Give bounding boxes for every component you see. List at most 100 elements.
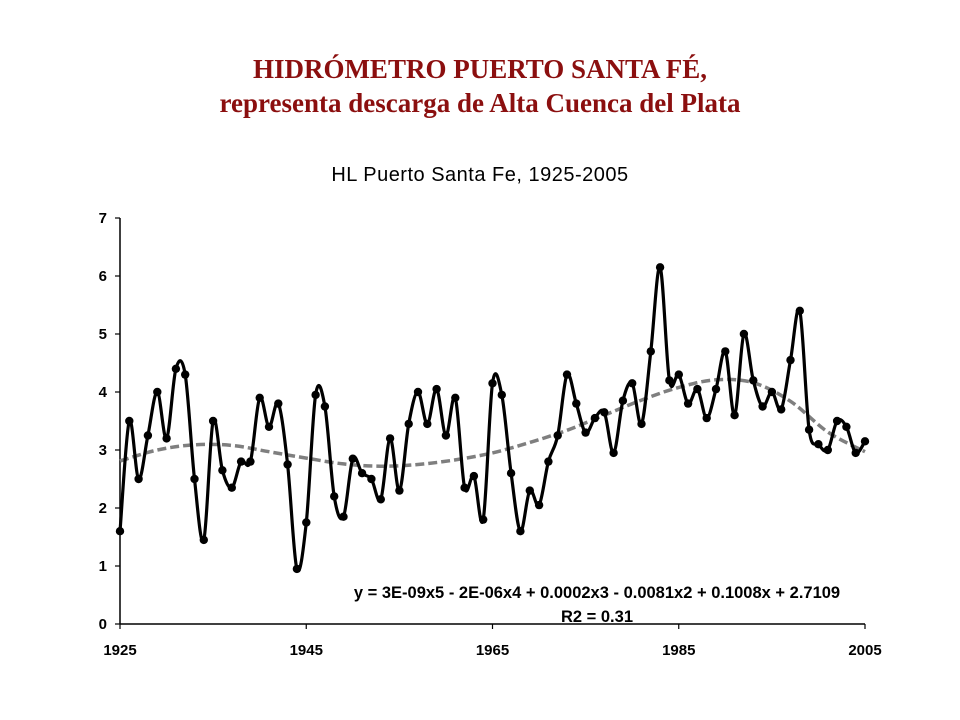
data-point [320, 402, 330, 411]
x-tick-label: 1985 [662, 642, 695, 659]
x-tick-label: 1965 [476, 642, 509, 659]
data-point [795, 306, 804, 315]
data-point [693, 384, 702, 394]
data-point [143, 431, 153, 440]
data-point [255, 393, 264, 402]
data-point [572, 399, 581, 408]
y-tick-label: 1 [99, 558, 107, 575]
data-point [199, 535, 208, 545]
data-point [525, 486, 534, 495]
data-point [628, 379, 637, 388]
y-tick-label: 0 [99, 616, 107, 633]
data-point [162, 434, 171, 443]
data-point [506, 469, 516, 478]
data-point [655, 263, 665, 272]
data-point [348, 454, 357, 463]
data-point [339, 512, 348, 521]
data-point [479, 515, 488, 524]
x-tick-label: 2005 [848, 642, 881, 659]
data-point [432, 384, 441, 394]
data-point [451, 393, 460, 402]
data-point [786, 355, 795, 365]
data-point [814, 440, 823, 449]
data-point [600, 408, 609, 417]
y-tick-label: 4 [99, 384, 108, 401]
data-point [153, 387, 162, 397]
data-point [376, 495, 385, 504]
data-point [665, 376, 674, 385]
data-point [218, 466, 227, 475]
chart-axes: 0 1 2 3 4 5 6 7 1925 1945 1965 1985 2005 [99, 210, 882, 659]
data-point [721, 347, 730, 356]
data-point [385, 434, 395, 443]
y-tick-label: 7 [99, 210, 107, 227]
data-point [423, 419, 432, 429]
data-point [330, 492, 339, 501]
data-point [562, 370, 572, 379]
data-point [702, 413, 711, 423]
slide-title: HIDRÓMETRO PUERTO SANTA FÉ, representa d… [0, 52, 960, 120]
data-point [404, 419, 413, 429]
data-point [683, 399, 693, 408]
data-point [804, 425, 814, 434]
x-tick-label: 1925 [103, 642, 136, 659]
slide-title-line2: representa descarga de Alta Cuenca del P… [219, 88, 741, 118]
data-point [730, 411, 739, 420]
data-point [832, 416, 842, 426]
data-point [292, 564, 302, 574]
data-point [274, 399, 283, 408]
data-point [441, 431, 451, 440]
data-point [637, 419, 646, 429]
data-point [544, 457, 553, 466]
data-point [208, 416, 218, 426]
data-point [758, 402, 767, 411]
data-point [618, 396, 628, 405]
data-point [190, 474, 199, 484]
data-point [302, 518, 311, 527]
data-point [311, 390, 320, 400]
data-point [553, 431, 562, 440]
data-point [516, 527, 525, 536]
data-point [283, 460, 292, 469]
data-point [115, 527, 125, 536]
y-tick-label: 3 [99, 442, 107, 459]
trend-equation: y = 3E-09x5 - 2E-06x4 + 0.0002x3 - 0.008… [354, 584, 840, 602]
data-point [534, 500, 544, 510]
y-tick-label: 6 [99, 268, 107, 285]
data-point [488, 379, 497, 388]
data-point [767, 387, 777, 397]
data-point [181, 370, 190, 379]
data-point [125, 416, 134, 426]
trend-line-group [119, 377, 866, 468]
x-tick-label: 1945 [290, 642, 323, 659]
trend-line [119, 377, 866, 468]
data-point [469, 471, 479, 481]
y-tick-label: 2 [99, 500, 107, 517]
data-point [851, 448, 860, 458]
data-point [646, 347, 655, 356]
series-line [118, 265, 867, 573]
data-point [227, 483, 236, 492]
data-point [711, 384, 721, 394]
data-point [357, 469, 367, 478]
data-point [264, 422, 274, 431]
data-point [236, 457, 246, 466]
data-point [590, 413, 600, 423]
data-point [581, 428, 590, 437]
data-series-group [115, 263, 870, 574]
data-point [413, 387, 423, 397]
data-point [367, 474, 376, 484]
data-point [497, 390, 506, 400]
data-point [823, 445, 832, 455]
data-point [739, 329, 749, 339]
data-point [777, 405, 786, 414]
data-point [749, 376, 758, 385]
y-tick-label: 5 [99, 326, 107, 343]
chart-title: HL Puerto Santa Fe, 1925-2005 [331, 164, 628, 186]
data-point [171, 364, 181, 373]
data-point [674, 370, 683, 379]
data-point [246, 457, 255, 466]
data-point [609, 448, 618, 458]
slide-title-line1: HIDRÓMETRO PUERTO SANTA FÉ, [252, 54, 708, 84]
